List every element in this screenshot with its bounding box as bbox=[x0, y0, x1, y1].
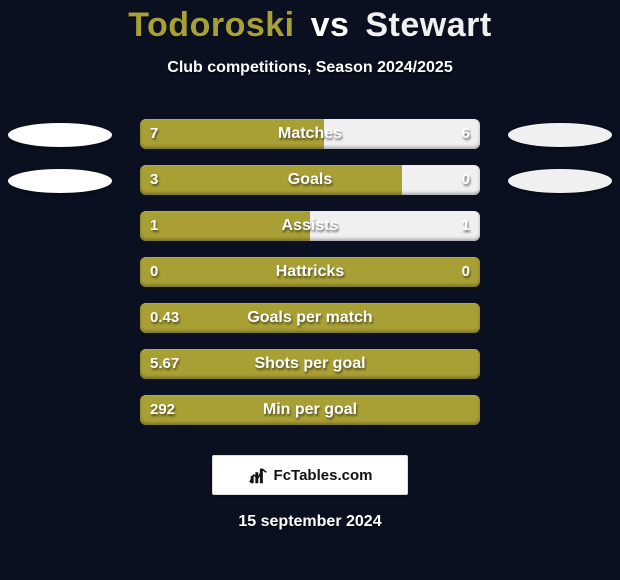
vs-text: vs bbox=[311, 6, 350, 44]
stat-row: 292Min per goal bbox=[0, 387, 620, 433]
stat-row: 0.43Goals per match bbox=[0, 295, 620, 341]
source-logo: FcTables.com bbox=[212, 455, 408, 495]
stat-rows: 76Matches30Goals11Assists00Hattricks0.43… bbox=[0, 111, 620, 433]
stat-bar bbox=[140, 349, 480, 379]
player-right-marker bbox=[508, 123, 612, 147]
player-right-name: Stewart bbox=[365, 6, 491, 44]
stat-bar-left bbox=[140, 211, 310, 241]
stat-bar bbox=[140, 119, 480, 149]
stat-bar-left bbox=[140, 349, 480, 379]
stat-bar bbox=[140, 165, 480, 195]
stat-bar-left bbox=[140, 395, 480, 425]
stat-bar-right bbox=[310, 211, 480, 241]
player-left-marker bbox=[8, 169, 112, 193]
page-title: Todoroski vs Stewart bbox=[0, 6, 620, 45]
stat-bar-left bbox=[140, 303, 480, 333]
bar-chart-icon bbox=[248, 464, 270, 486]
stat-bar bbox=[140, 211, 480, 241]
stat-row: 11Assists bbox=[0, 203, 620, 249]
date-label: 15 september 2024 bbox=[0, 513, 620, 531]
player-left-marker bbox=[8, 123, 112, 147]
player-left-name: Todoroski bbox=[128, 6, 294, 44]
stat-bar-left bbox=[140, 257, 480, 287]
stat-bar-right bbox=[402, 165, 480, 195]
comparison-card: Todoroski vs Stewart Club competitions, … bbox=[0, 0, 620, 580]
stat-bar-left bbox=[140, 119, 324, 149]
stat-bar bbox=[140, 395, 480, 425]
stat-bar-right bbox=[324, 119, 480, 149]
source-logo-text: FcTables.com bbox=[274, 467, 373, 484]
stat-row: 5.67Shots per goal bbox=[0, 341, 620, 387]
stat-row: 76Matches bbox=[0, 111, 620, 157]
subtitle: Club competitions, Season 2024/2025 bbox=[0, 59, 620, 77]
stat-row: 30Goals bbox=[0, 157, 620, 203]
stat-bar bbox=[140, 257, 480, 287]
stat-row: 00Hattricks bbox=[0, 249, 620, 295]
stat-bar-left bbox=[140, 165, 402, 195]
player-right-marker bbox=[508, 169, 612, 193]
stat-bar bbox=[140, 303, 480, 333]
